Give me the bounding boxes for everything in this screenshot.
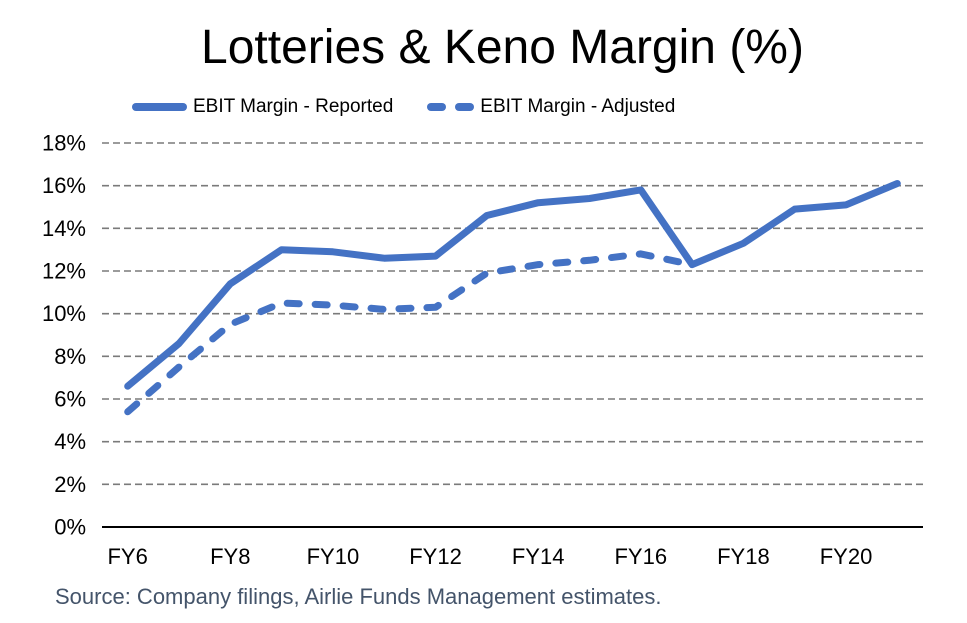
y-tick-label: 0% [54,515,86,540]
y-tick-label: 4% [54,429,86,454]
y-tick-label: 16% [42,173,86,198]
x-tick-label: FY16 [614,544,667,569]
legend: EBIT Margin - Reported EBIT Margin - Adj… [132,96,675,118]
solid-line-swatch-icon [132,103,187,111]
legend-item-reported: EBIT Margin - Reported [132,96,393,118]
y-tick-label: 14% [42,216,86,241]
x-tick-label: FY12 [409,544,462,569]
x-tick-label: FY8 [210,544,250,569]
x-tick-label: FY10 [307,544,360,569]
x-tick-label: FY18 [717,544,770,569]
chart-title: Lotteries & Keno Margin (%) [201,21,804,74]
series-line-reported [124,180,901,390]
x-tick-label: FY14 [512,544,565,569]
y-tick-label: 10% [42,301,86,326]
dashed-line-swatch-icon [427,103,475,111]
y-tick-label: 6% [54,387,86,412]
legend-item-adjusted: EBIT Margin - Adjusted [427,96,675,118]
y-tick-label: 8% [54,344,86,369]
x-tick-label: FY6 [107,544,147,569]
y-tick-label: 2% [54,472,86,497]
y-tick-label: 12% [42,259,86,284]
legend-label-reported: EBIT Margin - Reported [193,96,394,117]
y-tick-label: 18% [42,131,86,156]
source-note: Source: Company filings, Airlie Funds Ma… [55,584,662,609]
x-tick-label: FY20 [820,544,873,569]
legend-label-adjusted: EBIT Margin - Adjusted [480,96,676,117]
series-line-adjusted [124,250,696,416]
